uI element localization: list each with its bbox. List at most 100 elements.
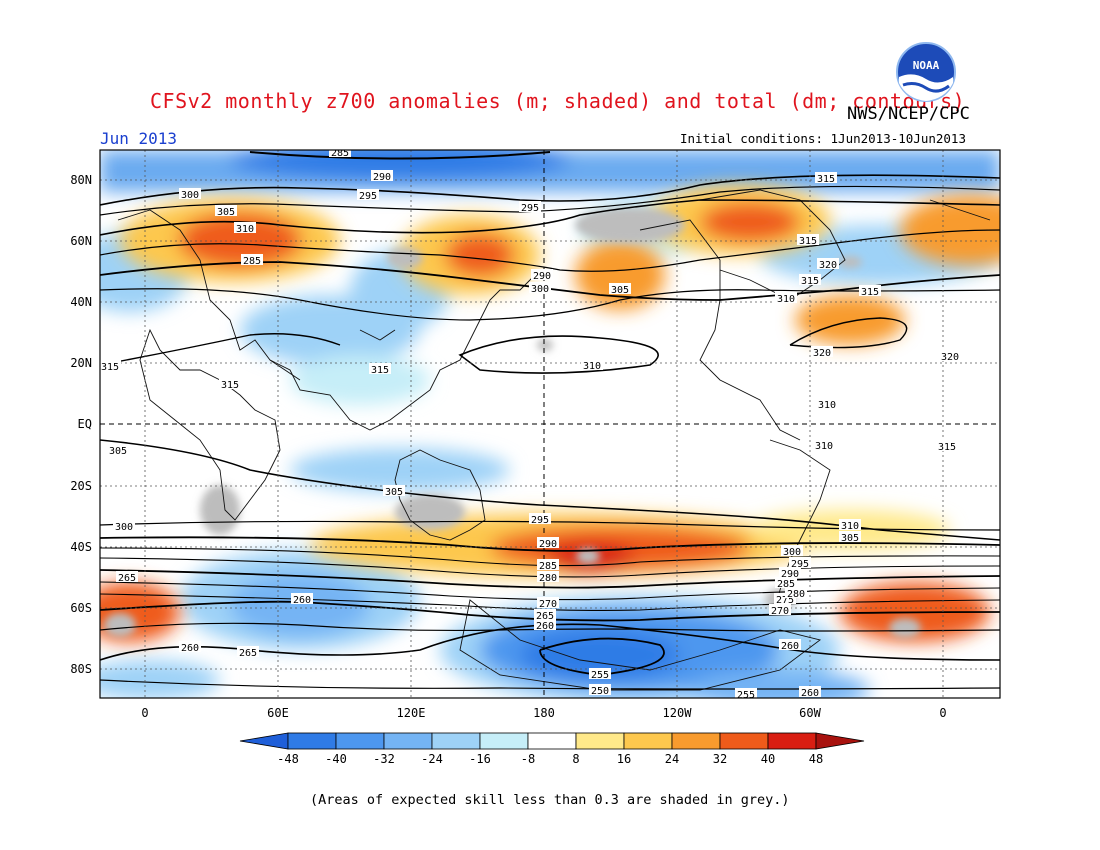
- contour-label-bg: [813, 439, 835, 450]
- contour-label-bg: [781, 545, 803, 556]
- colorbar-tick-label: -40: [325, 752, 347, 766]
- colorbar-tick-label: 8: [572, 752, 579, 766]
- contour-label: 265: [118, 573, 136, 584]
- contour-label: 280: [787, 589, 805, 600]
- contour-label: 320: [819, 260, 837, 271]
- contour-label: 300: [783, 547, 801, 558]
- contour-label: 290: [539, 539, 557, 550]
- contour-label-bg: [219, 378, 241, 389]
- map-frame: [99, 149, 1001, 699]
- contour-label-bg: [371, 170, 393, 181]
- contour-label: 305: [385, 487, 403, 498]
- contour-label-bg: [529, 513, 551, 524]
- contour-label: 305: [109, 446, 127, 457]
- contour-label-bg: [779, 639, 801, 650]
- contour-label-bg: [799, 686, 821, 697]
- colorbar-tick-label: -8: [521, 752, 535, 766]
- contour-label-bg: [237, 646, 259, 657]
- contour-label: 275: [776, 595, 794, 606]
- lat-label: 20N: [70, 356, 92, 370]
- contour-label: 300: [181, 190, 199, 201]
- contour-label-bg: [537, 537, 559, 548]
- contour-label-bg: [369, 363, 391, 374]
- colorbar-swatch: [335, 732, 385, 750]
- contour-label: 310: [818, 400, 836, 411]
- colorbar-tick-label: -16: [469, 752, 491, 766]
- contour-label-bg: [357, 189, 379, 200]
- contour-label-bg: [811, 346, 833, 357]
- contour-label: 305: [611, 285, 629, 296]
- contour-label-bg: [939, 350, 961, 361]
- lat-label: 40S: [70, 540, 92, 554]
- contour-label-bg: [241, 254, 263, 265]
- contour-label-bg: [769, 604, 791, 615]
- contour-label: 260: [801, 688, 819, 699]
- colorbar-swatch: [671, 732, 721, 750]
- contour-label: 310: [777, 294, 795, 305]
- noaa-logo: NOAA: [896, 42, 956, 102]
- colorbar-tick-label: -32: [373, 752, 395, 766]
- contour-label-bg: [839, 519, 861, 530]
- colorbar-tick-label: 48: [809, 752, 823, 766]
- contour-label: 315: [221, 380, 239, 391]
- contour-label: 290: [781, 569, 799, 580]
- contour-label-bg: [774, 593, 796, 604]
- lon-label: 60W: [799, 706, 821, 720]
- contour-label: 295: [531, 515, 549, 526]
- colorbar-swatch: [383, 732, 433, 750]
- contour-label-bg: [534, 619, 556, 630]
- contour-label: 285: [331, 148, 349, 159]
- contour-label: 310: [583, 361, 601, 372]
- colorbar-swatch: [719, 732, 769, 750]
- colorbar-arrow-low: [239, 732, 289, 750]
- contour-label-bg: [537, 597, 559, 608]
- colorbar-arrow-high: [815, 732, 865, 750]
- contour-label: 260: [181, 643, 199, 654]
- contour-label: 315: [799, 236, 817, 247]
- contour-label-bg: [817, 258, 839, 269]
- contour-label-bg: [589, 684, 611, 695]
- contour-label: 310: [815, 441, 833, 452]
- contour-label-bg: [815, 172, 837, 183]
- lat-label: 80S: [70, 662, 92, 676]
- contour-label: 260: [781, 641, 799, 652]
- lon-axis-labels: 0 60E 120E 180 120W 60W 0: [141, 706, 946, 720]
- contour-label-bg: [785, 587, 807, 598]
- contour-label: 255: [737, 690, 755, 701]
- contour-label: 315: [101, 362, 119, 373]
- contour-label: 305: [841, 533, 859, 544]
- contour-label: 270: [539, 599, 557, 610]
- colorbar-swatch: [623, 732, 673, 750]
- colorbar-tick-label: 40: [761, 752, 775, 766]
- contour-label: 315: [801, 276, 819, 287]
- contour-label-bg: [816, 398, 838, 409]
- colorbar-swatch: [575, 732, 625, 750]
- contour-label: 300: [531, 284, 549, 295]
- contour-label: 265: [239, 648, 257, 659]
- contour-label-bg: [107, 444, 129, 455]
- contour-label: 320: [941, 352, 959, 363]
- agency-label: NWS/NCEP/CPC: [847, 104, 970, 124]
- contour-label: 315: [938, 442, 956, 453]
- lon-label: 0: [939, 706, 946, 720]
- contour-label-bg: [529, 282, 551, 293]
- lat-label: EQ: [78, 417, 92, 431]
- forecast-month: Jun 2013: [100, 129, 178, 148]
- colorbar-tick-label: -48: [277, 752, 299, 766]
- contour-label: 290: [373, 172, 391, 183]
- contour-label-bg: [609, 283, 631, 294]
- contour-label-bg: [859, 285, 881, 296]
- lat-label: 60N: [70, 234, 92, 248]
- contour-label-bg: [383, 485, 405, 496]
- contour-label-bg: [775, 292, 797, 303]
- contour-label: 310: [841, 521, 859, 532]
- initial-conditions: Initial conditions: 1Jun2013-10Jun2013: [680, 131, 966, 146]
- contour-label-bg: [799, 274, 821, 285]
- contour-label: 285: [539, 561, 557, 572]
- colorbar-tick-label: 32: [713, 752, 727, 766]
- contour-label-bg: [100, 360, 121, 371]
- contour-label-bg: [531, 269, 553, 280]
